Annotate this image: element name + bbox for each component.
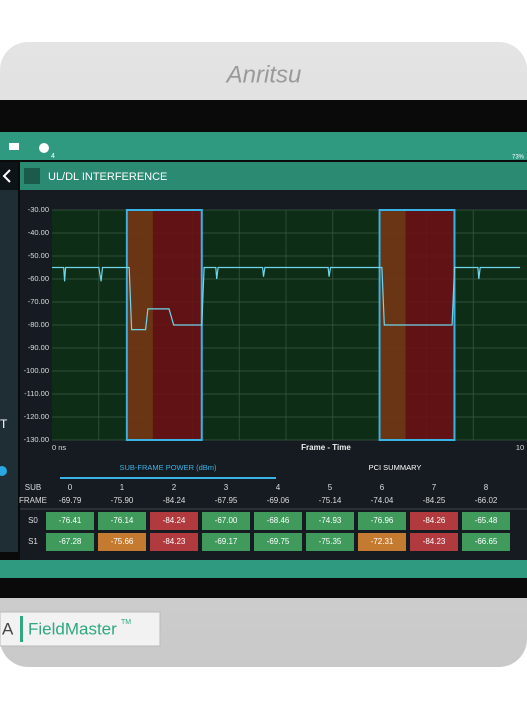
y-tick-label: -50.00	[28, 251, 49, 260]
cell: -84.23	[423, 537, 446, 546]
app-icon	[24, 168, 40, 184]
cell-bg	[254, 512, 302, 530]
cell-bg	[254, 533, 302, 551]
cell-bg	[306, 533, 354, 551]
cell: -68.46	[267, 516, 290, 525]
model: FieldMaster	[28, 619, 117, 638]
average-cell: -84.24	[163, 496, 186, 505]
cell-bg	[46, 533, 94, 551]
cell-bg	[98, 512, 146, 530]
y-tick-label: -120.00	[24, 412, 49, 421]
cell: -75.66	[111, 537, 134, 546]
cell: -69.17	[215, 537, 238, 546]
corner-label: FRAME	[19, 496, 47, 505]
battery: 73%	[512, 155, 525, 161]
table: 0 -69.79 1 -75.90 2 -84.24 3 -67.95 4 -69.06 5 -75.…	[20, 483, 527, 551]
bottom-bar	[0, 560, 527, 578]
status-bar	[0, 132, 527, 160]
menu-icon	[9, 143, 19, 150]
cell: -67.00	[215, 516, 238, 525]
average-cell: -69.06	[267, 496, 290, 505]
y-tick-label: -40.00	[28, 228, 49, 237]
cell-bg	[202, 533, 250, 551]
model-accent	[20, 616, 23, 642]
column-header: 4	[276, 483, 281, 492]
average-cell: -66.02	[475, 496, 498, 505]
y-tick-label: -80.00	[28, 320, 49, 329]
back-arrow	[2, 169, 11, 183]
cell: -69.75	[267, 537, 290, 546]
cell-bg	[358, 533, 406, 551]
cell-bg	[150, 533, 198, 551]
average-cell: -74.04	[371, 496, 394, 505]
screen-title: UL/DL INTERFERENCE	[48, 171, 167, 183]
y-tick-label: -90.00	[28, 343, 49, 352]
highlight-lead	[127, 211, 153, 439]
cell: -76.14	[111, 516, 134, 525]
sidebar	[0, 162, 18, 552]
column-header: 3	[224, 483, 229, 492]
cell: -75.35	[319, 537, 342, 546]
cell-bg	[98, 533, 146, 551]
column-header: 0	[68, 483, 73, 492]
cell: -65.48	[475, 516, 498, 525]
average-cell: -67.95	[215, 496, 238, 505]
average-cell: -75.90	[111, 496, 134, 505]
cell-bg	[410, 512, 458, 530]
average-cell: -84.25	[423, 496, 446, 505]
notification-count: 4	[51, 153, 55, 160]
average-cell: -69.79	[59, 496, 82, 505]
cell: -66.65	[475, 537, 498, 546]
corner-label: SUB	[25, 483, 41, 492]
cell: -67.28	[59, 537, 82, 546]
brand: Anritsu	[225, 61, 302, 88]
cell: -84.23	[163, 537, 186, 546]
title-bar	[20, 162, 527, 190]
cell: -84.26	[423, 516, 446, 525]
y-tick-label: -100.00	[24, 366, 49, 375]
x-tick-label: 10	[516, 443, 524, 452]
info-icon	[39, 143, 49, 153]
cell-bg	[150, 512, 198, 530]
model-mark: TM	[121, 619, 131, 626]
cell: -76.96	[371, 516, 394, 525]
x-tick-label: 0 ns	[52, 443, 66, 452]
cell-bg	[358, 512, 406, 530]
y-tick-label: -60.00	[28, 274, 49, 283]
tab[interactable]: PCI SUMMARY	[369, 463, 422, 472]
y-tick-label: -70.00	[28, 297, 49, 306]
column-header: 2	[172, 483, 177, 492]
sidebar-text: T	[0, 417, 8, 431]
cell: -84.24	[163, 516, 186, 525]
row-label: S0	[28, 516, 38, 525]
y-tick-label: -130.00	[24, 435, 49, 444]
plot: -30.00 -40.00 -50.00 -60.00 -70.00 -80.00 -90.…	[24, 205, 527, 452]
cell: -72.31	[371, 537, 394, 546]
cell-bg	[46, 512, 94, 530]
cell: -76.41	[59, 516, 82, 525]
cell-bg	[462, 512, 510, 530]
back-button[interactable]	[0, 162, 18, 190]
cell-bg	[202, 512, 250, 530]
average-cell: -75.14	[319, 496, 342, 505]
y-tick-label: -30.00	[28, 205, 49, 214]
cell-bg	[306, 512, 354, 530]
column-header: 5	[328, 483, 333, 492]
tab[interactable]: SUB-FRAME POWER (dBm)	[119, 463, 217, 472]
cell-bg	[462, 533, 510, 551]
cell: -74.93	[319, 516, 342, 525]
sidebar-toggle[interactable]	[0, 466, 7, 476]
model-plate	[0, 611, 161, 647]
column-header: 7	[432, 483, 437, 492]
logo-fragment: A	[2, 619, 14, 638]
column-header: 1	[120, 483, 125, 492]
column-header: 8	[484, 483, 489, 492]
x-axis-label: Frame - Time	[301, 443, 351, 452]
trace	[52, 266, 520, 331]
column-header: 6	[380, 483, 385, 492]
y-tick-label: -110.00	[24, 389, 49, 398]
cell-bg	[410, 533, 458, 551]
row-label: S1	[28, 537, 38, 546]
